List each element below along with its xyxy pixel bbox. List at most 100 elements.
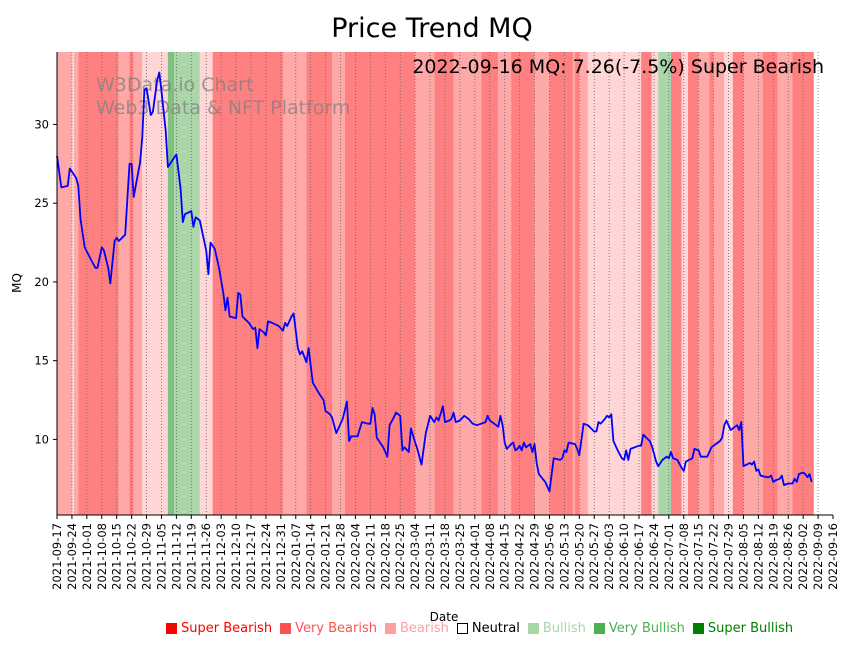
watermark-line-1: W3Data.io Chart <box>96 74 253 96</box>
regime-band-neutral <box>651 52 659 515</box>
x-tick-label: 2022-05-06 <box>542 523 556 590</box>
regime-band-very-bearish <box>549 52 573 515</box>
x-tick-label: 2021-12-17 <box>244 523 258 590</box>
x-tick-label: 2022-03-04 <box>408 523 422 590</box>
legend-label: Bullish <box>542 621 586 636</box>
x-tick-label: 2021-12-31 <box>274 523 288 590</box>
vertical-gridlines <box>71 52 819 515</box>
legend-item-very-bullish: Very Bullish <box>593 621 685 636</box>
regime-band-bearish <box>332 52 345 515</box>
regime-band-bearish <box>133 52 143 515</box>
x-tick-label: 2022-05-20 <box>572 523 586 590</box>
regime-band-bearish <box>572 52 576 515</box>
x-tick-label: 2022-04-22 <box>513 523 527 590</box>
regime-band-very-bearish <box>641 52 652 515</box>
x-tick-label: 2022-03-11 <box>423 523 437 590</box>
y-tick-label: 25 <box>34 196 49 210</box>
y-tick-label: 15 <box>34 354 49 368</box>
legend-item-neutral: Neutral <box>456 621 520 636</box>
x-tick-label: 2021-12-24 <box>259 523 273 590</box>
x-tick-label: 2022-06-10 <box>617 523 631 590</box>
regime-band-bearish <box>57 52 72 515</box>
x-tick-label: 2022-02-04 <box>348 523 362 590</box>
x-tick-label: 2021-12-03 <box>214 523 228 590</box>
legend-swatch <box>384 623 396 634</box>
regime-band-bearish <box>118 52 130 515</box>
legend-swatch <box>166 623 177 634</box>
x-tick-label: 2021-11-05 <box>154 523 168 590</box>
x-tick-label: 2022-01-21 <box>319 523 333 590</box>
regime-band-very-bearish <box>575 52 580 515</box>
x-tick-label: 2022-08-12 <box>751 523 765 590</box>
x-tick-label: 2022-09-16 <box>826 523 840 590</box>
regime-band-very-bearish <box>670 52 682 515</box>
regime-band-bullish <box>174 52 200 515</box>
regime-band-very-bearish <box>212 52 283 515</box>
regime-bands <box>57 52 814 515</box>
legend-label: Neutral <box>471 621 520 636</box>
regime-band-bearish <box>415 52 435 515</box>
x-tick-label: 2022-01-14 <box>304 523 318 590</box>
x-tick-label: 2022-07-29 <box>722 523 736 590</box>
legend-swatch <box>280 623 292 634</box>
legend-label: Very Bullish <box>608 621 685 636</box>
regime-band-bearish <box>534 52 550 515</box>
status-annotation: 2022-09-16 MQ: 7.26(-7.5%) Super Bearish <box>412 56 824 78</box>
x-tick-label: 2022-04-15 <box>498 523 512 590</box>
regime-band-bearish <box>713 52 725 515</box>
x-tick-label: 2022-07-15 <box>692 523 706 590</box>
x-tick-label: 2021-11-12 <box>169 523 183 590</box>
y-axis-label: MQ <box>10 273 24 293</box>
legend-swatch <box>456 623 468 634</box>
x-tick-label: 2021-10-08 <box>95 523 109 590</box>
x-tick-label: 2022-08-05 <box>736 523 750 590</box>
regime-band-bearish <box>698 52 710 515</box>
regime-band-bearish <box>282 52 307 515</box>
x-ticks: 2021-09-17 2021-09-24 2021-10-01 2021-10-08… <box>50 515 840 590</box>
regime-band-very-bearish <box>434 52 454 515</box>
regime-band-very-bearish <box>511 52 535 515</box>
x-tick-label: 2022-05-13 <box>557 523 571 590</box>
y-ticks: 10 15 20 25 30 <box>34 117 57 446</box>
x-tick-label: 2021-12-10 <box>229 523 243 590</box>
legend-label: Super Bearish <box>181 621 273 636</box>
x-tick-label: 2022-04-01 <box>468 523 482 590</box>
legend-swatch <box>527 623 539 634</box>
x-tick-label: 2022-07-01 <box>662 523 676 590</box>
chart-title: Price Trend MQ <box>331 13 532 44</box>
x-tick-label: 2022-06-03 <box>602 523 616 590</box>
regime-band-neutral <box>71 52 75 515</box>
regime-band-bullish <box>658 52 671 515</box>
regime-band-neutral <box>681 52 689 515</box>
x-tick-label: 2022-09-09 <box>811 523 825 590</box>
legend-label: Super Bullish <box>707 621 794 636</box>
y-tick-label: 20 <box>34 275 49 289</box>
x-axis-label: Date <box>430 610 459 624</box>
x-tick-label: 2021-11-19 <box>184 523 198 590</box>
regime-band-neutral <box>587 52 642 515</box>
x-tick-label: 2021-10-15 <box>110 523 124 590</box>
regime-band-very-bearish <box>344 52 416 515</box>
x-tick-label: 2021-09-17 <box>50 523 64 590</box>
regime-band-bearish <box>453 52 482 515</box>
x-tick-label: 2022-05-27 <box>587 523 601 590</box>
regime-band-very-bearish <box>709 52 714 515</box>
regime-band-very-bearish <box>78 52 119 515</box>
x-tick-label: 2022-01-28 <box>334 523 348 590</box>
x-tick-label: 2022-07-08 <box>677 523 691 590</box>
regime-band-very-bullish <box>167 52 175 515</box>
regime-band-very-bearish <box>688 52 699 515</box>
x-tick-label: 2021-11-26 <box>199 523 213 590</box>
x-tick-label: 2022-02-11 <box>363 523 377 590</box>
x-tick-label: 2021-10-01 <box>80 523 94 590</box>
x-tick-label: 2021-09-24 <box>65 523 79 590</box>
x-tick-label: 2022-08-19 <box>766 523 780 590</box>
x-tick-label: 2022-06-17 <box>632 523 646 590</box>
legend-item-bearish: Bearish <box>384 621 449 636</box>
x-tick-label: 2022-02-25 <box>393 523 407 590</box>
x-tick-label: 2021-10-22 <box>125 523 139 590</box>
legend-item-super-bullish: Super Bullish <box>692 621 794 636</box>
x-tick-label: 2022-04-08 <box>483 523 497 590</box>
watermark-line-2: Web3 Data & NFT Platform <box>96 97 350 119</box>
legend-label: Very Bearish <box>295 621 377 636</box>
